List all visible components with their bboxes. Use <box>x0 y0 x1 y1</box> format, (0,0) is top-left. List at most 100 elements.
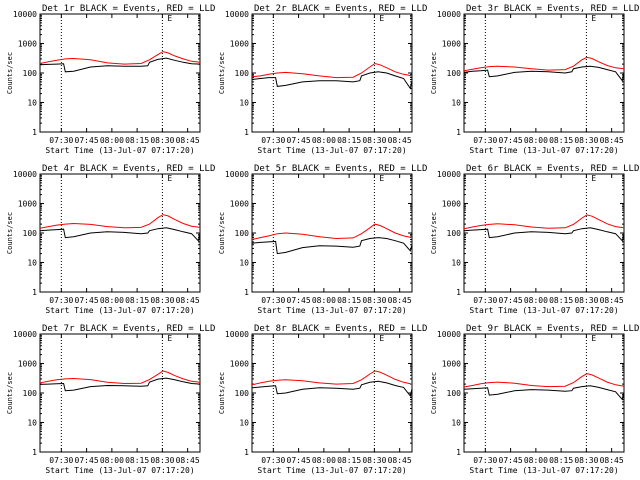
x-tick-label: 08:45 <box>176 296 200 305</box>
chart-panel-1: Det 1r BLACK = Events, RED = LLD 1 10 100 10… <box>6 4 215 155</box>
x-tick-label: 07:45 <box>75 136 99 145</box>
y-tick-label: 1000 <box>442 360 461 369</box>
x-tick-label: 08:00 <box>312 456 336 465</box>
x-tick-label: 08:30 <box>362 456 386 465</box>
x-tick-label: 08:45 <box>600 136 624 145</box>
lld-series-line <box>251 62 413 79</box>
y-tick-label: 1000 <box>442 200 461 209</box>
x-tick-label: 07:30 <box>473 136 497 145</box>
x-tick-label: 08:15 <box>549 136 573 145</box>
x-tick-label: 08:45 <box>176 136 200 145</box>
y-tick-label: 10000 <box>13 10 37 19</box>
y-tick-label: 1000 <box>18 40 37 49</box>
y-axis-label: Counts/sec <box>6 52 14 94</box>
x-tick-label: 07:30 <box>49 296 73 305</box>
lld-series-line <box>251 370 413 386</box>
lld-series-line <box>463 56 625 72</box>
plot-frame <box>463 333 625 453</box>
x-tick-label: 08:00 <box>524 456 548 465</box>
y-tick-label: 10000 <box>13 170 37 179</box>
y-tick-label: 100 <box>23 229 38 238</box>
y-axis-label: Counts/sec <box>218 372 226 414</box>
marker-label: E <box>591 334 596 343</box>
y-tick-label: 1000 <box>230 200 249 209</box>
events-series-line <box>463 65 625 82</box>
chart-title: Det 8r BLACK = Events, RED = LLD <box>254 324 427 334</box>
x-tick-label: 07:45 <box>75 456 99 465</box>
events-series-line <box>251 380 413 398</box>
y-tick-label: 10000 <box>225 10 249 19</box>
y-tick-label: 100 <box>235 69 250 78</box>
chart-title: Det 1r BLACK = Events, RED = LLD <box>42 4 215 14</box>
x-tick-label: 07:45 <box>287 296 311 305</box>
chart-title: Det 7r BLACK = Events, RED = LLD <box>42 324 215 334</box>
x-tick-label: 08:30 <box>574 296 598 305</box>
chart-title: Det 5r BLACK = Events, RED = LLD <box>254 164 427 174</box>
x-tick-label: 07:45 <box>499 296 523 305</box>
y-tick-label: 1 <box>32 288 37 297</box>
y-axis-label: Counts/sec <box>6 212 14 254</box>
x-tick-label: 08:15 <box>337 136 361 145</box>
chart-panel-3: Det 3r BLACK = Events, RED = LLD 1 10 100 10… <box>430 4 639 155</box>
x-tick-label: 08:00 <box>524 136 548 145</box>
events-series-line <box>39 57 201 73</box>
x-tick-label: 08:30 <box>574 136 598 145</box>
y-tick-label: 1 <box>32 128 37 137</box>
y-tick-label: 100 <box>447 389 462 398</box>
x-axis-label: Start Time (13-Jul-07 07:17:20) <box>257 306 406 315</box>
y-tick-label: 1 <box>456 288 461 297</box>
events-series-line <box>251 71 413 90</box>
y-tick-label: 10000 <box>13 330 37 339</box>
marker-label: E <box>379 174 384 183</box>
x-tick-label: 07:30 <box>261 296 285 305</box>
x-tick-label: 07:30 <box>261 136 285 145</box>
x-tick-label: 07:45 <box>499 136 523 145</box>
x-tick-label: 08:15 <box>549 456 573 465</box>
x-tick-label: 08:30 <box>362 296 386 305</box>
marker-label: E <box>167 14 172 23</box>
y-tick-label: 10000 <box>437 330 461 339</box>
events-series-line <box>463 227 625 242</box>
plot-frame <box>251 173 413 293</box>
x-tick-label: 08:30 <box>574 456 598 465</box>
y-tick-label: 1 <box>456 448 461 457</box>
y-tick-label: 1 <box>456 128 461 137</box>
y-tick-label: 100 <box>447 69 462 78</box>
x-tick-label: 07:30 <box>473 296 497 305</box>
x-tick-label: 08:15 <box>337 456 361 465</box>
x-tick-label: 07:45 <box>287 136 311 145</box>
y-tick-label: 10 <box>27 419 37 428</box>
y-tick-label: 10 <box>239 419 249 428</box>
y-tick-label: 1000 <box>18 360 37 369</box>
events-series-line <box>463 385 625 401</box>
x-tick-label: 07:30 <box>261 456 285 465</box>
x-tick-label: 07:30 <box>473 456 497 465</box>
chart-panel-4: Det 4r BLACK = Events, RED = LLD 1 10 100 10… <box>6 164 215 315</box>
lld-series-line <box>463 214 625 230</box>
y-tick-label: 1 <box>244 128 249 137</box>
x-tick-label: 07:45 <box>75 296 99 305</box>
x-axis-label: Start Time (13-Jul-07 07:17:20) <box>45 466 194 475</box>
chart-panel-9: Det 9r BLACK = Events, RED = LLD 1 10 100 10… <box>430 324 639 475</box>
events-series-line <box>39 227 201 242</box>
lld-series-line <box>251 223 413 240</box>
chart-panel-7: Det 7r BLACK = Events, RED = LLD 1 10 100 10… <box>6 324 215 475</box>
y-axis-label: Counts/sec <box>430 52 438 94</box>
x-tick-label: 08:30 <box>150 296 174 305</box>
chart-title: Det 9r BLACK = Events, RED = LLD <box>466 324 639 334</box>
x-tick-label: 08:45 <box>388 136 412 145</box>
marker-label: E <box>379 334 384 343</box>
y-tick-label: 1000 <box>230 360 249 369</box>
x-tick-label: 08:15 <box>125 136 149 145</box>
lld-series-line <box>463 373 625 388</box>
x-tick-label: 08:45 <box>388 456 412 465</box>
marker-label: E <box>591 174 596 183</box>
y-tick-label: 10 <box>27 99 37 108</box>
chart-title: Det 6r BLACK = Events, RED = LLD <box>466 164 639 174</box>
x-tick-label: 08:45 <box>176 456 200 465</box>
x-axis-label: Start Time (13-Jul-07 07:17:20) <box>469 306 618 315</box>
y-tick-label: 10 <box>451 419 461 428</box>
x-axis-label: Start Time (13-Jul-07 07:17:20) <box>469 466 618 475</box>
x-axis-label: Start Time (13-Jul-07 07:17:20) <box>257 466 406 475</box>
y-tick-label: 10000 <box>225 170 249 179</box>
